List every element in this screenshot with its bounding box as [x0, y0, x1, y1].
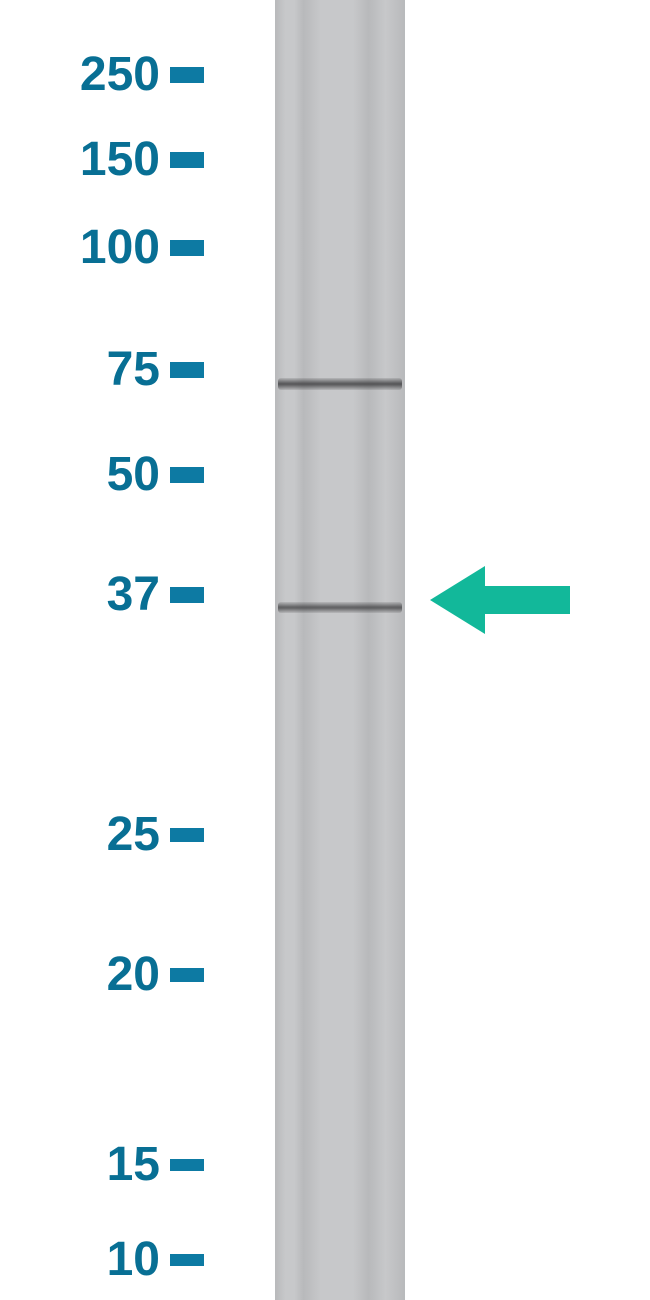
marker-tick-25	[170, 828, 204, 842]
band-0	[278, 378, 402, 390]
marker-tick-37	[170, 587, 204, 603]
marker-tick-100	[170, 240, 204, 256]
marker-tick-250	[170, 67, 204, 83]
marker-label-100: 100	[40, 220, 160, 275]
marker-label-25: 25	[75, 807, 160, 862]
marker-label-37: 37	[75, 567, 160, 622]
marker-label-50: 50	[75, 447, 160, 502]
arrow-shaft	[480, 586, 570, 614]
arrow-head	[430, 566, 485, 634]
western-blot-figure: 250 150 100 75 50 37 25 20 15 10	[0, 0, 650, 1300]
marker-tick-50	[170, 467, 204, 483]
marker-label-150: 150	[40, 132, 160, 187]
marker-tick-75	[170, 362, 204, 378]
blot-lane	[275, 0, 405, 1300]
marker-label-20: 20	[75, 947, 160, 1002]
marker-label-75: 75	[75, 342, 160, 397]
marker-label-15: 15	[75, 1137, 160, 1192]
band-1	[278, 602, 402, 613]
marker-label-10: 10	[75, 1232, 160, 1287]
marker-tick-150	[170, 152, 204, 168]
marker-tick-10	[170, 1254, 204, 1266]
marker-tick-20	[170, 968, 204, 982]
marker-tick-15	[170, 1159, 204, 1171]
marker-label-250: 250	[40, 47, 160, 102]
